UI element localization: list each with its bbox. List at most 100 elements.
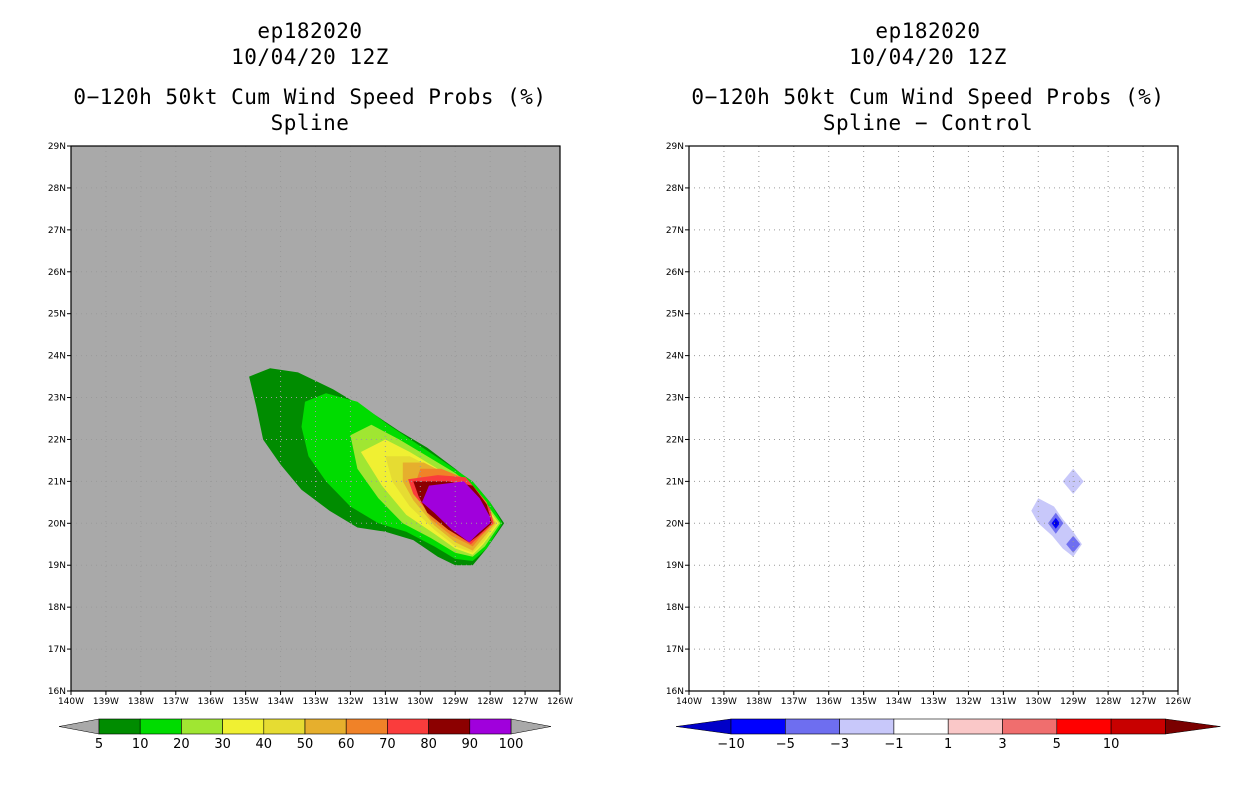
left-colorbar-swatch xyxy=(469,718,512,735)
right-y-tick-label: 25N xyxy=(666,310,684,320)
left-y-tick-label: 16N xyxy=(48,687,66,697)
right-y-tick-label: 21N xyxy=(666,477,684,487)
left-x-tick-label: 140W xyxy=(58,697,84,707)
right-x-tick-label: 137W xyxy=(781,697,807,707)
left-y-tick-label: 20N xyxy=(48,519,66,529)
left-colorbar-label: 30 xyxy=(214,737,231,752)
right-map: 140W 139W 138W 137W 136W 135W 134W 133W 132W 131W… xyxy=(666,142,1191,707)
left-x-tick-label: 137W xyxy=(163,697,189,707)
left-colorbar-end-low xyxy=(58,718,100,735)
left-y-tick-label: 21N xyxy=(48,477,66,487)
left-colorbar-swatch xyxy=(387,718,429,735)
right-y-tick-label: 27N xyxy=(666,226,684,236)
left-colorbar-swatch xyxy=(98,718,141,735)
left-x-tick-label: 133W xyxy=(302,697,328,707)
left-colorbar-swatch xyxy=(345,718,388,735)
right-x-tick-label: 129W xyxy=(1060,697,1086,707)
left-storm-id: ep182020 xyxy=(257,19,363,43)
right-colorbar-label: 1 xyxy=(944,737,952,752)
right-colorbar-label: −1 xyxy=(884,737,903,752)
right-subtitle: Spline − Control xyxy=(822,111,1034,135)
left-colorbar-swatch xyxy=(428,718,471,735)
right-y-tick-label: 18N xyxy=(666,603,684,613)
left-colorbar-label: 20 xyxy=(173,737,190,752)
right-x-tick-label: 132W xyxy=(955,697,981,707)
left-y-tick-label: 18N xyxy=(48,603,66,613)
right-colorbar-end-high xyxy=(1165,718,1221,735)
left-x-tick-label: 129W xyxy=(442,697,468,707)
left-y-tick-label: 17N xyxy=(48,645,66,655)
left-y-tick-label: 19N xyxy=(48,561,66,571)
right-colorbar-label: 3 xyxy=(998,737,1006,752)
left-contour-9 xyxy=(422,481,491,543)
right-colorbar-swatch xyxy=(1110,718,1166,735)
right-y-tick-label: 16N xyxy=(666,687,684,697)
left-datetime: 10/04/20 12Z xyxy=(231,45,389,69)
right-x-tick-label: 135W xyxy=(851,697,877,707)
right-x-tick-label: 128W xyxy=(1095,697,1121,707)
left-x-tick-label: 130W xyxy=(407,697,433,707)
left-colorbar-swatch xyxy=(222,718,265,735)
right-map-background xyxy=(689,146,1178,691)
left-colorbar-label: 100 xyxy=(499,737,524,752)
right-x-tick-label: 139W xyxy=(711,697,737,707)
left-subtitle: Spline xyxy=(270,111,350,135)
left-y-tick-label: 28N xyxy=(48,184,66,194)
right-x-tick-label: 136W xyxy=(816,697,842,707)
right-x-tick-label: 138W xyxy=(746,697,772,707)
right-y-tick-label: 20N xyxy=(666,519,684,529)
left-colorbar-swatch xyxy=(181,718,223,735)
left-x-tick-label: 127W xyxy=(512,697,538,707)
left-y-tick-label: 29N xyxy=(48,142,66,152)
right-colorbar-label: −3 xyxy=(830,737,849,752)
right-panel-title: ep182020 10/04/20 12Z 0−120h 50kt Cum Wi… xyxy=(648,18,1208,136)
right-colorbar-label: 5 xyxy=(1053,737,1061,752)
right-colorbar-swatch xyxy=(947,718,1003,735)
left-y-tick-label: 25N xyxy=(48,310,66,320)
left-colorbar-label: 50 xyxy=(297,737,314,752)
left-x-tick-label: 136W xyxy=(198,697,224,707)
right-product: 0−120h 50kt Cum Wind Speed Probs (%) xyxy=(691,85,1165,109)
right-colorbar-swatch xyxy=(893,718,949,735)
left-x-tick-label: 132W xyxy=(337,697,363,707)
left-x-tick-label: 134W xyxy=(268,697,294,707)
right-y-tick-label: 22N xyxy=(666,435,684,445)
right-x-tick-label: 127W xyxy=(1130,697,1156,707)
left-x-tick-label: 138W xyxy=(128,697,154,707)
right-y-tick-label: 29N xyxy=(666,142,684,152)
right-x-tick-label: 126W xyxy=(1165,697,1191,707)
left-colorbar: 5 10 20 30 40 50 60 70 80 90 100 xyxy=(58,718,552,752)
left-colorbar-label: 10 xyxy=(132,737,149,752)
left-y-tick-label: 26N xyxy=(48,268,66,278)
left-y-tick-label: 23N xyxy=(48,394,66,404)
left-y-tick-label: 22N xyxy=(48,435,66,445)
right-x-tick-label: 131W xyxy=(990,697,1016,707)
right-y-tick-label: 23N xyxy=(666,394,684,404)
right-contour-3 xyxy=(1066,535,1081,553)
right-colorbar-swatch xyxy=(1056,718,1112,735)
left-colorbar-label: 90 xyxy=(462,737,479,752)
left-colorbar-label: 80 xyxy=(420,737,437,752)
right-colorbar-swatch xyxy=(730,718,786,735)
left-colorbar-swatch xyxy=(263,718,306,735)
right-colorbar-end-low xyxy=(675,718,732,735)
left-colorbar-swatch xyxy=(139,718,182,735)
left-panel-title: ep182020 10/04/20 12Z 0−120h 50kt Cum Wi… xyxy=(30,18,590,136)
left-y-tick-label: 27N xyxy=(48,226,66,236)
right-datetime: 10/04/20 12Z xyxy=(849,45,1007,69)
right-x-tick-label: 134W xyxy=(886,697,912,707)
right-colorbar-label: 10 xyxy=(1103,737,1120,752)
right-y-tick-label: 19N xyxy=(666,561,684,571)
left-colorbar-end-high xyxy=(510,718,552,735)
right-colorbar-swatch xyxy=(784,718,840,735)
right-y-tick-label: 24N xyxy=(666,352,684,362)
left-colorbar-label: 70 xyxy=(379,737,396,752)
left-colorbar-label: 5 xyxy=(95,737,103,752)
left-x-tick-label: 131W xyxy=(372,697,398,707)
left-map: 140W 139W 138W 137W 136W 135W 134W 133W 132W 131W… xyxy=(48,142,573,707)
left-product: 0−120h 50kt Cum Wind Speed Probs (%) xyxy=(73,85,547,109)
left-x-tick-label: 128W xyxy=(477,697,503,707)
left-x-tick-label: 126W xyxy=(547,697,573,707)
right-y-tick-label: 28N xyxy=(666,184,684,194)
